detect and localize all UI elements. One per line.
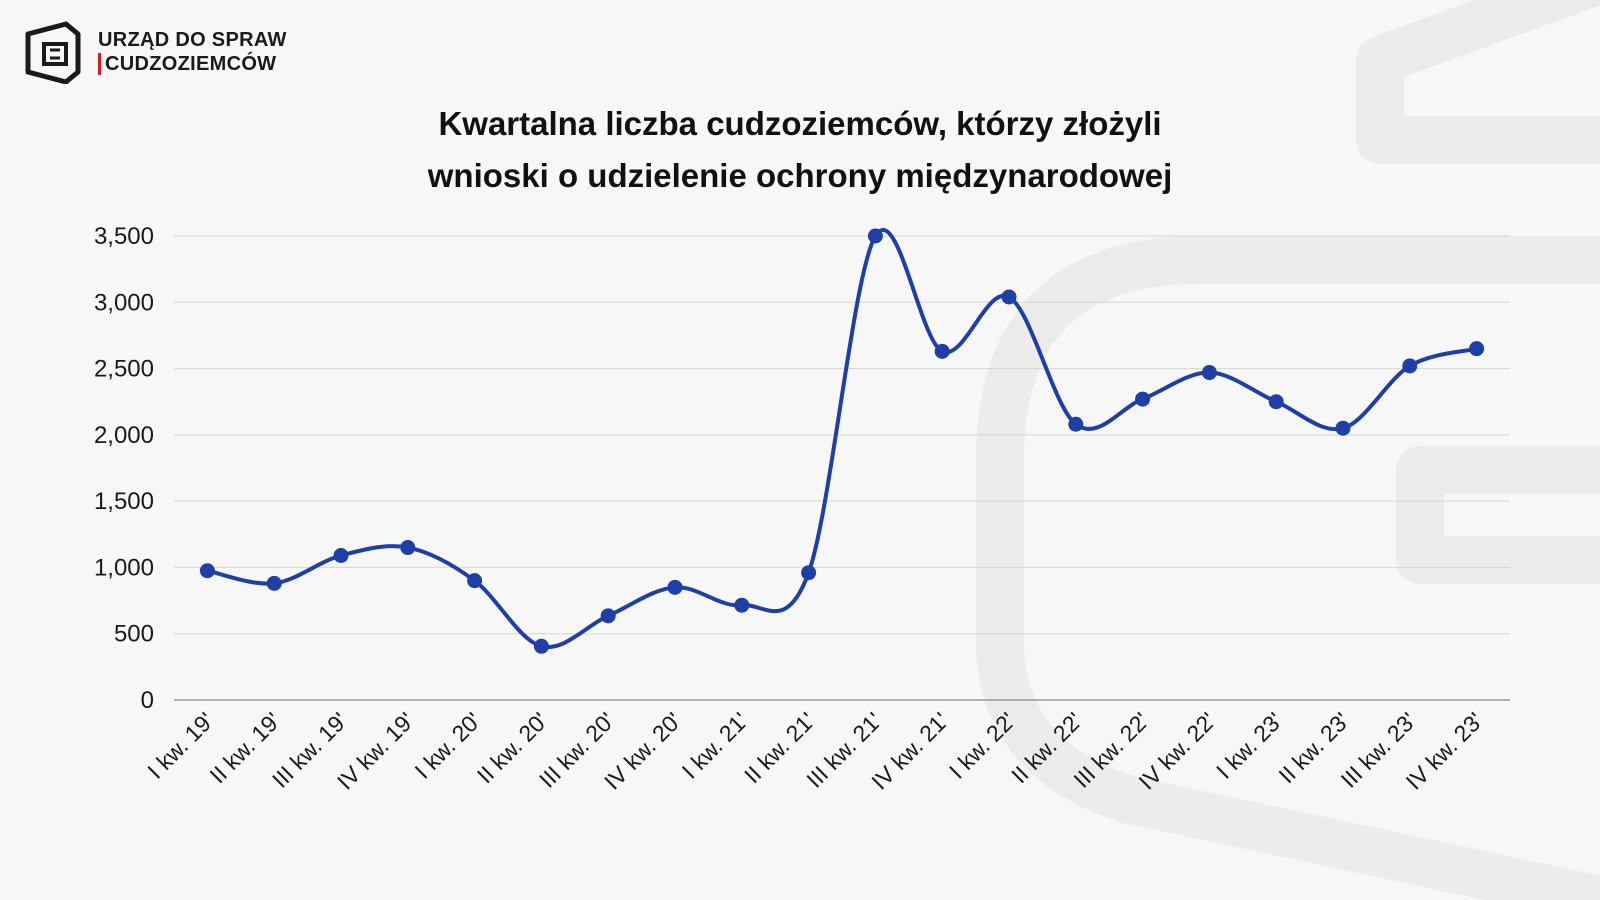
y-tick-label: 3,500 <box>94 223 154 250</box>
y-tick-label: 2,000 <box>94 422 154 449</box>
data-point <box>400 540 416 556</box>
data-point <box>1335 420 1351 436</box>
y-tick-label: 3,000 <box>94 289 154 316</box>
data-point <box>467 573 483 589</box>
office-logo-icon <box>25 21 81 84</box>
y-tick-label: 0 <box>141 687 154 714</box>
data-point <box>801 565 817 581</box>
data-point <box>1268 394 1284 410</box>
data-point <box>1469 341 1485 357</box>
data-point <box>1135 391 1151 407</box>
series-layer <box>199 228 1485 654</box>
data-point <box>1201 365 1217 381</box>
data-point <box>867 228 883 244</box>
data-point <box>266 575 282 591</box>
data-point <box>1068 416 1084 432</box>
data-point <box>1402 358 1418 374</box>
data-point <box>667 579 683 595</box>
data-point <box>734 597 750 613</box>
data-point <box>533 638 549 654</box>
y-tick-label: 500 <box>114 621 154 648</box>
grid-lines <box>174 235 1510 701</box>
y-axis-ticks: 0 500 1,000 1,500 2,000 2,500 3,000 3,500 <box>94 223 154 714</box>
y-tick-label: 2,500 <box>94 356 154 383</box>
y-tick-label: 1,500 <box>94 488 154 515</box>
y-tick-label: 1,000 <box>94 554 154 581</box>
series-line <box>205 228 1479 650</box>
data-point <box>934 343 950 359</box>
data-point <box>333 547 349 563</box>
chart-title-line1: Kwartalna liczba cudzoziemców, którzy zł… <box>438 105 1162 142</box>
data-point <box>600 608 616 624</box>
office-logo: URZĄD DO SPRAW CUDZOZIEMCÓW <box>22 20 287 84</box>
chart-title-line2: wnioski o udzielenie ochrony międzynarod… <box>427 157 1173 194</box>
x-axis-ticks: I kw. 19'II kw. 19'III kw. 19'IV kw. 19'… <box>142 707 1488 794</box>
data-point <box>199 563 215 579</box>
logo-accent-bar <box>98 53 101 75</box>
chart-title: Kwartalna liczba cudzoziemców, którzy zł… <box>0 98 1600 202</box>
logo-text-line2: CUDZOZIEMCÓW <box>105 53 277 75</box>
data-point <box>1001 289 1017 305</box>
logo-text-line1: URZĄD DO SPRAW <box>98 29 287 51</box>
